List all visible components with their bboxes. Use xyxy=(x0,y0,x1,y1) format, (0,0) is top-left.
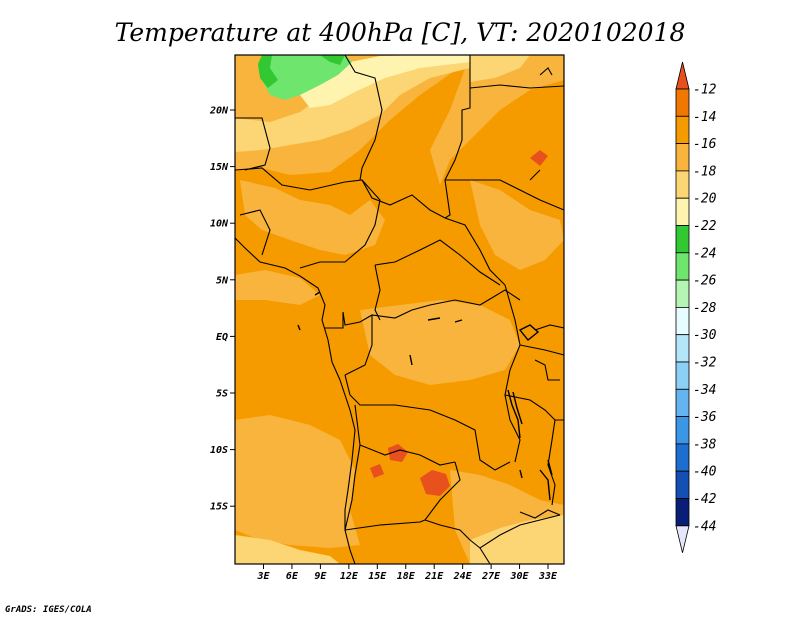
colorbar-label: -30 xyxy=(693,328,717,343)
colorbar-swatch xyxy=(675,225,690,254)
colorbar-swatch xyxy=(675,88,690,117)
colorbar-swatch xyxy=(675,252,690,281)
lon-tick-label: 24E xyxy=(453,571,473,582)
field-center-light xyxy=(360,300,520,385)
west-coastline xyxy=(234,237,356,565)
colorbar-label: -36 xyxy=(693,410,717,425)
colorbar-label: -16 xyxy=(693,137,717,152)
colorbar-label: -42 xyxy=(693,492,717,507)
field-north-pale xyxy=(235,55,470,152)
lon-tick-label: 30E xyxy=(510,571,530,582)
colorbar-label: -18 xyxy=(693,164,717,179)
field-south-pale xyxy=(235,535,340,564)
colorbar-label: -20 xyxy=(693,192,717,207)
colorbar-swatch xyxy=(675,416,690,445)
colorbar-swatch xyxy=(675,197,690,226)
lon-tick-label: 15E xyxy=(368,571,387,582)
country-borders xyxy=(234,54,565,565)
field-warm-patch-1 xyxy=(420,470,450,496)
credit-text: GrADS: IGES/COLA xyxy=(5,605,92,615)
lon-tick-label: 21E xyxy=(424,571,444,582)
colorbar-swatch xyxy=(675,306,690,336)
map-panel: 3E 6E 9E 12E 15E 18E 21E 24E 27E 30E 33E 20N 15N 10N… xyxy=(209,54,565,582)
lat-tick-label: 5S xyxy=(216,389,228,400)
lakes xyxy=(297,291,553,501)
colorbar-bottom-arrow xyxy=(675,525,690,553)
lon-tick-label: 12E xyxy=(340,571,359,582)
lat-tick-label: 20N xyxy=(209,106,229,117)
field-warm-patch-4 xyxy=(370,464,384,478)
colorbar-label: -22 xyxy=(693,219,717,234)
colorbar-label: -12 xyxy=(693,83,717,98)
colorbar: -12 -14 -16 -18 -20 -22 -24 -26 -28 -30 -32 -34 -36 -… xyxy=(675,61,717,553)
colorbar-label: -28 xyxy=(693,301,717,316)
colorbar-swatch xyxy=(675,498,690,527)
colorbar-swatch xyxy=(675,361,690,390)
colorbar-swatch xyxy=(675,334,690,363)
field-west-band-light xyxy=(235,270,320,305)
lon-tick-label: 9E xyxy=(314,571,327,582)
field-east-light xyxy=(470,180,564,270)
lon-tick-label: 27E xyxy=(481,571,501,582)
colorbar-swatch xyxy=(675,115,690,145)
colorbar-swatch xyxy=(675,279,690,308)
lat-tick-label: EQ xyxy=(216,332,228,343)
colorbar-swatch xyxy=(675,143,690,172)
colorbar-label: -24 xyxy=(693,246,716,261)
field-southwest-light xyxy=(235,415,360,548)
colorbar-top-arrow xyxy=(675,61,690,90)
lon-tick-label: 6E xyxy=(286,571,299,582)
field-warm-patch-2 xyxy=(388,444,408,462)
field-southeast-pale xyxy=(470,515,564,564)
colorbar-swatch xyxy=(675,443,690,472)
map-frame xyxy=(234,54,565,565)
field-warm-patch-3 xyxy=(530,150,548,166)
colorbar-swatch xyxy=(675,470,690,499)
colorbar-swatch xyxy=(675,170,690,199)
field-northeast-pale xyxy=(470,55,530,82)
lon-tick-label: 33E xyxy=(538,571,558,582)
latitude-axis: 20N 15N 10N 5N EQ 5S 10S 15S xyxy=(209,106,235,513)
colorbar-label: -34 xyxy=(693,383,716,398)
longitude-axis: 3E 6E 9E 12E 15E 18E 21E 24E 27E 30E 33E xyxy=(256,564,558,582)
colorbar-label: -38 xyxy=(693,437,717,452)
lat-tick-label: 15N xyxy=(210,162,229,173)
lat-tick-label: 10N xyxy=(210,219,229,230)
lon-tick-label: 3E xyxy=(256,571,270,582)
colorbar-label: -14 xyxy=(693,110,716,125)
lat-tick-label: 5N xyxy=(216,275,229,286)
lat-tick-label: 10S xyxy=(210,445,228,456)
colorbar-label: -32 xyxy=(693,356,717,371)
lat-tick-label: 15S xyxy=(210,502,228,513)
field-mid-light xyxy=(240,180,385,255)
lon-tick-label: 18E xyxy=(397,571,416,582)
map-title: Temperature at 400hPa [C], VT: 202010201… xyxy=(115,18,686,47)
field-north-green-dark xyxy=(258,55,278,88)
field-north-green xyxy=(258,55,352,100)
colorbar-label: -40 xyxy=(693,465,717,480)
colorbar-swatch xyxy=(675,388,690,417)
colorbar-label: -26 xyxy=(693,274,717,289)
field-north-green-dark-2 xyxy=(320,55,345,65)
colorbar-label: -44 xyxy=(693,519,716,534)
